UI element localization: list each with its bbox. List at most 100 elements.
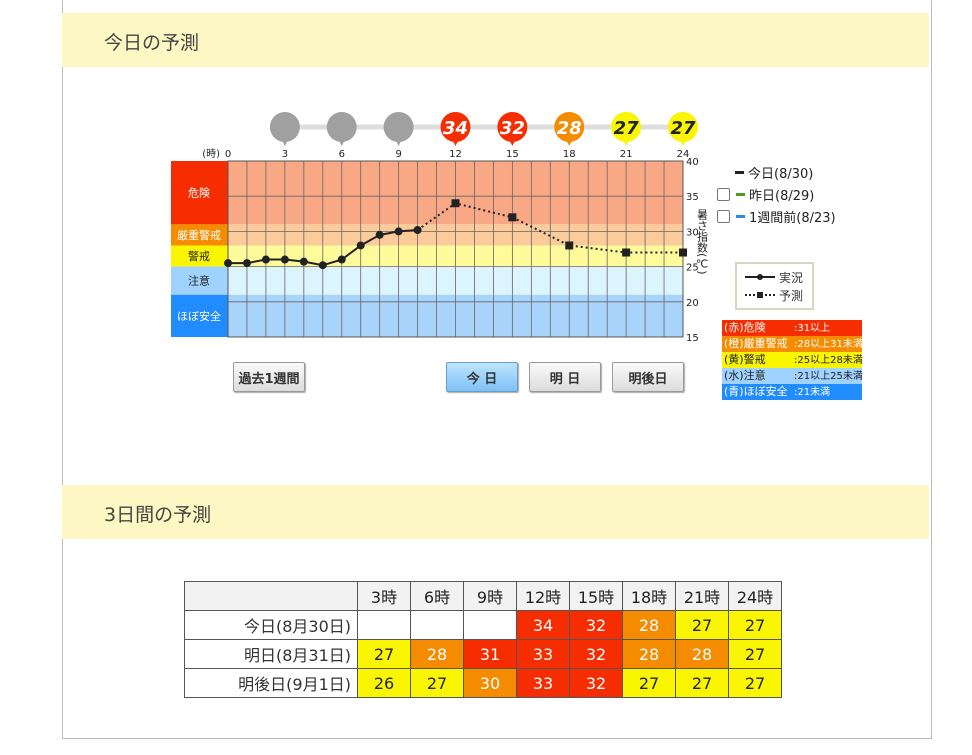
past-week-button[interactable]: 過去1週間 [233, 362, 305, 392]
table-cell: 28 [622, 639, 676, 669]
legend-today: 今日(8/30) [735, 163, 813, 182]
table-header-row: 3時 6時 9時 12時 15時 18時 21時 24時 [184, 581, 782, 611]
table-header: 21時 [675, 581, 729, 611]
forecast-point [508, 213, 517, 222]
x-tick-label: 12 [449, 149, 462, 160]
forecast-marker-sample [757, 292, 763, 298]
three-day-section-header: 3日間の予測 [62, 485, 929, 539]
actual-point [375, 230, 384, 239]
table-cell: 27 [675, 668, 729, 698]
actual-point [337, 255, 346, 264]
table-cell: 27 [728, 668, 782, 698]
table-header: 3時 [357, 581, 411, 611]
table-cell: 27 [622, 668, 676, 698]
bubble-marker [440, 112, 471, 142]
legend-week-ago[interactable]: 1週間前(8/23) [717, 207, 836, 226]
x-tick-label: 15 [506, 149, 519, 160]
tomorrow-button[interactable]: 明 日 [529, 362, 601, 392]
level-key-danger-name: (赤)危険 [724, 321, 766, 334]
y-tick-label: 30 [686, 227, 699, 238]
level-label-box [171, 224, 228, 246]
actual-marker-sample [757, 274, 763, 280]
actual-point [261, 255, 270, 264]
legend-actual-label: 実況 [779, 271, 804, 285]
legend-forecast-label: 予測 [779, 289, 804, 303]
table-cell: 28 [410, 639, 464, 669]
level-key-danger: (赤)危険 :31以上 [722, 320, 862, 336]
y-tick-label: 25 [686, 263, 699, 274]
actual-point [224, 259, 232, 268]
level-label-box [171, 245, 228, 267]
bubble-marker [326, 112, 357, 142]
level-label-box [171, 161, 228, 225]
table-row: 明日(8月31日) 27 28 31 33 32 28 28 27 [184, 639, 782, 669]
bubble-marker [554, 112, 585, 142]
table-header: 18時 [622, 581, 676, 611]
actual-point [280, 255, 289, 264]
level-key-danger-range: :31以上 [794, 323, 831, 334]
actual-point [394, 227, 403, 236]
line-style-icons [745, 274, 775, 298]
legend-yesterday-swatch [736, 193, 745, 196]
legend-today-label: 今日(8/30) [748, 167, 814, 182]
day-after-button[interactable]: 明後日 [612, 362, 684, 392]
table-cell [357, 610, 411, 640]
table-cell: 27 [728, 610, 782, 640]
level-key-safe: (青)ほぼ安全:21未満 [722, 384, 862, 400]
table-cell: 34 [516, 610, 570, 640]
bubble-value: 27 [614, 118, 640, 139]
table-cell: 27 [410, 668, 464, 698]
level-label: ほぼ安全 [177, 309, 221, 323]
x-tick-label: 0 [225, 149, 231, 160]
table-header: 6時 [410, 581, 464, 611]
bubble-value: 34 [443, 118, 468, 139]
level-key-caution-name: (水)注意 [724, 369, 766, 382]
y-axis-label: 暑さ指数(℃) [696, 209, 709, 275]
hour-unit-label: (時) [202, 148, 220, 160]
legend-yesterday-label: 昨日(8/29) [749, 189, 815, 204]
forecast-point [622, 248, 631, 257]
level-key-warning-name: (黄)警戒 [724, 353, 766, 366]
three-day-section-title: 3日間の予測 [104, 504, 212, 526]
bubble-value: 27 [670, 118, 696, 139]
level-key-severe-name: (橙)厳重警戒 [724, 337, 788, 350]
x-tick-label: 24 [677, 149, 690, 160]
level-key-severe-range: :28以上31未満 [794, 339, 863, 350]
row-label: 明日(8月31日) [184, 639, 358, 669]
table-cell: 32 [569, 610, 623, 640]
table-cell: 32 [569, 639, 623, 669]
actual-point [356, 241, 365, 250]
y-tick-label: 20 [686, 298, 699, 309]
x-tick-label: 21 [620, 149, 633, 160]
line-style-legend: 実況 予測 [735, 262, 814, 310]
table-cell: 31 [463, 639, 517, 669]
table-row: 今日(8月30日) 34 32 28 27 27 [184, 610, 782, 640]
today-section-title: 今日の予測 [104, 32, 200, 54]
table-row: 明後日(9月1日) 26 27 30 33 32 27 27 27 [184, 668, 782, 698]
level-key-safe-range: :21未満 [794, 387, 831, 398]
x-tick-label: 18 [563, 149, 576, 160]
table-header: 12時 [516, 581, 570, 611]
legend-yesterday[interactable]: 昨日(8/29) [717, 185, 814, 204]
table-cell: 33 [516, 668, 570, 698]
table-header: 24時 [728, 581, 782, 611]
level-key-caution: (水)注意 :21以上25未満 [722, 368, 863, 384]
row-label: 今日(8月30日) [184, 610, 358, 640]
table-cell: 33 [516, 639, 570, 669]
actual-point [318, 261, 327, 270]
x-tick-label: 3 [282, 149, 288, 160]
week-ago-checkbox[interactable] [717, 210, 730, 223]
table-cell [463, 610, 517, 640]
level-label: 警戒 [188, 249, 210, 263]
bubble-marker [269, 112, 300, 142]
forecast-point [451, 199, 460, 208]
legend-week-ago-label: 1週間前(8/23) [749, 211, 836, 226]
level-key-caution-range: :21以上25未満 [794, 371, 863, 382]
today-button[interactable]: 今 日 [446, 362, 518, 392]
bubble-marker [383, 112, 414, 142]
three-day-table: 3時 6時 9時 12時 15時 18時 21時 24時 今日(8月30日) 3… [184, 581, 782, 698]
forecast-series-line [417, 202, 683, 254]
table-cell: 28 [622, 610, 676, 640]
table-cell: 27 [728, 639, 782, 669]
yesterday-checkbox[interactable] [717, 188, 730, 201]
